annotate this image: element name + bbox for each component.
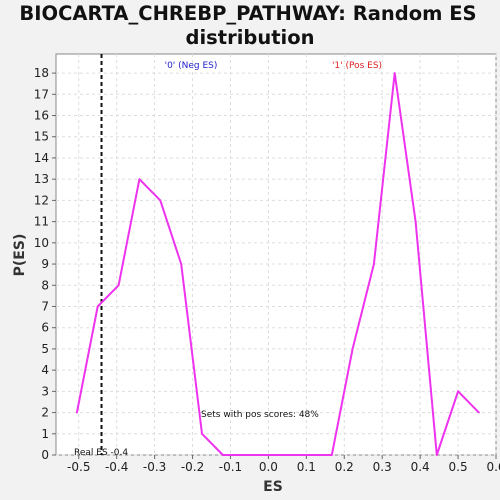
real-es-label: Real ES -0.4 xyxy=(74,448,128,458)
x-tick-label: 0.3 xyxy=(373,460,392,474)
y-tick-label: 18 xyxy=(34,66,49,80)
y-tick-label: 9 xyxy=(41,257,49,271)
x-tick-label: 0.0 xyxy=(259,460,278,474)
data-point xyxy=(330,454,333,456)
y-tick-label: 4 xyxy=(41,363,49,377)
y-tick-label: 11 xyxy=(34,215,49,229)
data-point xyxy=(117,284,120,287)
data-point xyxy=(457,390,459,393)
data-point xyxy=(76,411,78,414)
data-point xyxy=(222,454,224,456)
y-tick-label: 13 xyxy=(34,172,49,186)
data-point xyxy=(351,348,354,350)
plot-area xyxy=(55,53,497,456)
x-tick-label: 0.1 xyxy=(297,460,316,474)
x-tick-label: 0.4 xyxy=(411,460,430,474)
grid-lines xyxy=(56,54,497,456)
data-point xyxy=(138,178,141,180)
x-tick-label: 0.5 xyxy=(449,460,468,474)
y-tick-label: 17 xyxy=(34,87,49,101)
y-tick-label: 8 xyxy=(41,278,49,292)
x-tick-label: -0.3 xyxy=(143,460,166,474)
y-tick-label: 6 xyxy=(41,321,49,335)
data-point xyxy=(393,72,396,74)
data-point xyxy=(373,263,375,265)
x-axis-label: ES xyxy=(263,479,283,495)
data-point xyxy=(159,199,162,202)
y-tick-label: 15 xyxy=(34,130,49,144)
x-tick-label: 0.6 xyxy=(486,460,500,474)
data-point xyxy=(180,263,182,265)
y-axis-label: P(ES) xyxy=(12,234,28,277)
x-tick-label: -0.5 xyxy=(67,460,90,474)
data-point xyxy=(436,454,438,456)
neg-es-label: '0' (Neg ES) xyxy=(165,61,218,71)
axis-ticks: -0.5 -0.4 -0.3 -0.2 -0.1 0.0 0.1 0.2 0.3 0.4 0.5 0.… xyxy=(34,66,500,474)
x-tick-label: 0.2 xyxy=(335,460,354,474)
series-line xyxy=(75,72,480,456)
y-tick-label: 3 xyxy=(41,384,49,398)
x-tick-label: -0.1 xyxy=(219,460,242,474)
y-tick-label: 7 xyxy=(41,299,49,313)
chart-title-line-1: BIOCARTA_CHREBP_PATHWAY: Random ES xyxy=(19,2,476,25)
y-tick-label: 10 xyxy=(34,236,49,250)
data-point xyxy=(478,411,480,414)
data-point xyxy=(414,220,417,223)
data-point xyxy=(201,432,203,435)
x-tick-label: -0.2 xyxy=(181,460,204,474)
pos-scores-annotation: Sets with pos scores: 48% xyxy=(201,410,319,420)
y-tick-label: 12 xyxy=(34,193,49,207)
y-tick-label: 14 xyxy=(34,151,49,165)
y-tick-label: 2 xyxy=(41,406,49,420)
y-tick-label: 1 xyxy=(41,427,49,441)
chart-title-line-2: distribution xyxy=(186,26,315,49)
series-layer xyxy=(75,72,480,456)
y-tick-label: 16 xyxy=(34,109,49,123)
y-tick-label: 0 xyxy=(41,448,49,462)
y-tick-label: 5 xyxy=(41,342,49,356)
data-point xyxy=(96,305,99,308)
pos-es-label: '1' (Pos ES) xyxy=(332,61,382,71)
x-tick-label: -0.4 xyxy=(105,460,128,474)
